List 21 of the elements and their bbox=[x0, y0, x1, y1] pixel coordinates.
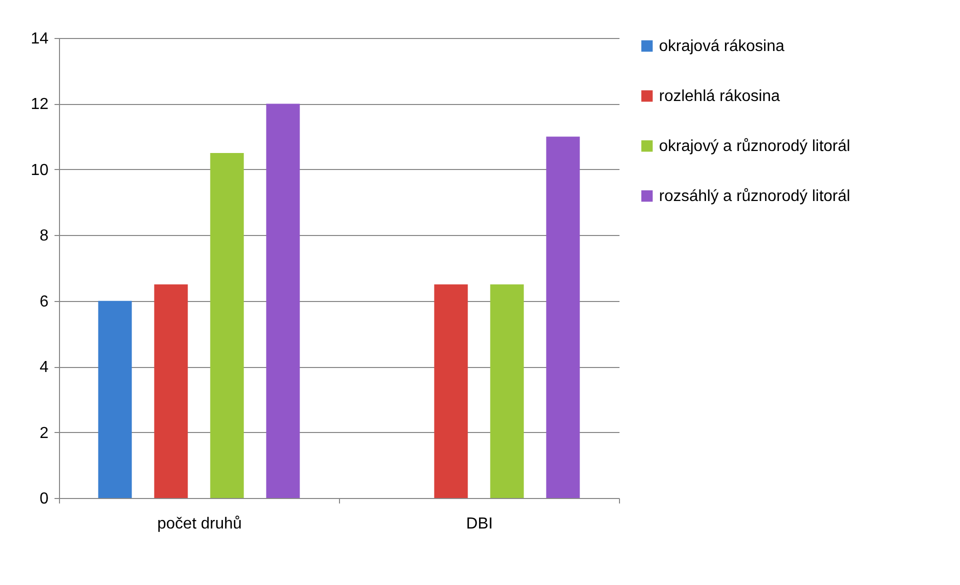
legend-label: okrajový a různorodý litorál bbox=[659, 138, 850, 155]
y-tick-label: 2 bbox=[40, 424, 49, 442]
y-tick-label: 6 bbox=[40, 293, 49, 310]
y-tick-label: 14 bbox=[30, 30, 49, 48]
y-tick-label: 12 bbox=[30, 96, 49, 114]
legend-label: rozlehlá rákosina bbox=[659, 88, 780, 105]
bar bbox=[546, 136, 580, 498]
bar bbox=[98, 300, 132, 498]
legend-label: rozsáhlý a různorodý litorál bbox=[659, 188, 850, 205]
bar bbox=[490, 284, 524, 498]
x-tick-label: počet druhů bbox=[157, 516, 242, 532]
y-tick-label: 4 bbox=[40, 359, 49, 376]
bar bbox=[210, 153, 244, 498]
y-tick-label: 10 bbox=[30, 162, 49, 179]
y-tick-label: 8 bbox=[40, 228, 49, 245]
bar bbox=[434, 284, 468, 498]
bar bbox=[154, 284, 188, 498]
y-tick-label: 0 bbox=[40, 490, 49, 508]
x-tick-label: DBI bbox=[466, 516, 493, 532]
bar bbox=[266, 104, 300, 498]
legend-label: okrajová rákosina bbox=[659, 38, 784, 55]
